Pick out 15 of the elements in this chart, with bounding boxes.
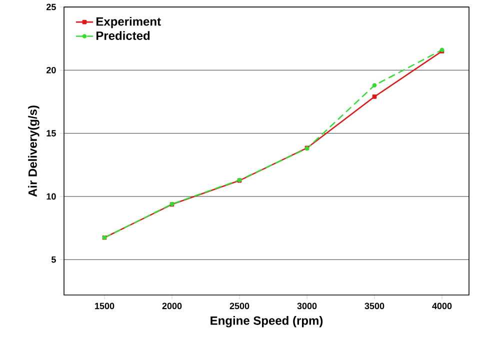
y-tick-label: 20 (46, 66, 56, 74)
y-tick-label: 10 (46, 193, 56, 200)
legend-label: Predicted (96, 31, 150, 40)
x-tick-label: 3000 (297, 302, 317, 310)
y-tick-label: 5 (51, 256, 56, 263)
x-axis-title: Engine Speed (rpm) (210, 316, 323, 328)
x-tick-label: 3500 (364, 302, 384, 310)
x-tick-label: 2000 (162, 302, 182, 310)
y-tick-label: 15 (46, 130, 56, 136)
y-tick-label: 25 (46, 4, 56, 10)
x-tick-label: 2500 (230, 302, 250, 310)
legend-label: Experiment (96, 16, 161, 28)
y-axis-title: Air Delivery(g/s) (28, 106, 40, 197)
x-tick-label: 1500 (95, 302, 114, 310)
x-tick-label: 4000 (432, 302, 452, 310)
